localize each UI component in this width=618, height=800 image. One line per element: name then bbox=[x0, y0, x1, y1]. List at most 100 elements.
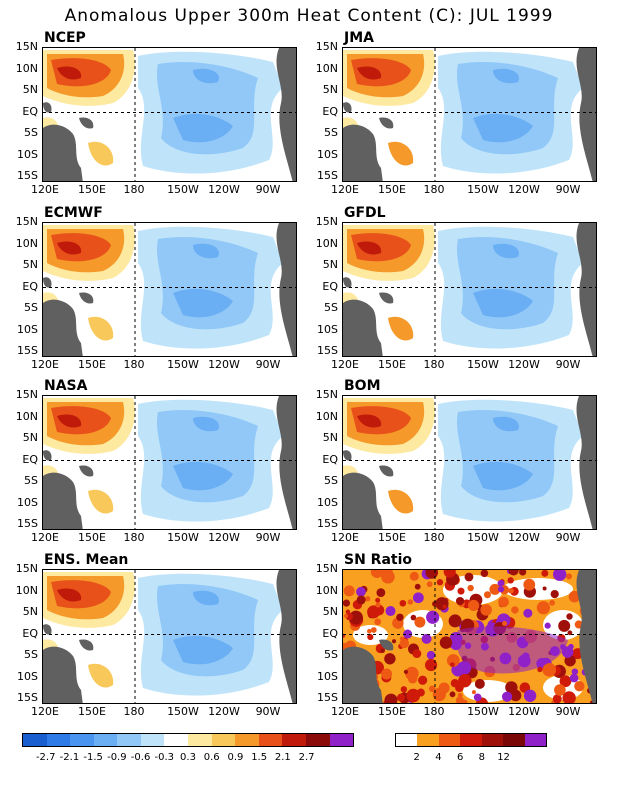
sn-ratio-speckle bbox=[502, 621, 508, 627]
sn-ratio-speckle bbox=[464, 572, 474, 582]
latitude-label: 10S bbox=[317, 495, 338, 509]
warm-anomaly-core bbox=[351, 406, 411, 435]
longitude-label: 150E bbox=[78, 183, 106, 196]
longitude-label: 150W bbox=[467, 705, 499, 718]
latitude-label: 5S bbox=[324, 648, 338, 661]
high-sn-core bbox=[456, 626, 568, 674]
panel-label: ECMWF bbox=[44, 205, 103, 221]
sn-ratio-speckle bbox=[558, 619, 571, 632]
sn-ratio-speckle bbox=[471, 690, 476, 695]
colorbar-swatch bbox=[188, 734, 212, 746]
island-landmass bbox=[343, 102, 352, 113]
longitude-label: 150W bbox=[467, 531, 499, 544]
longitude-label: 150E bbox=[378, 358, 406, 371]
cool-anomaly-core bbox=[193, 416, 219, 432]
warm-anomaly-spot bbox=[388, 316, 414, 341]
warm-anomaly-spot bbox=[388, 141, 414, 166]
sn-ratio-speckle bbox=[519, 570, 527, 576]
colorbar-tick-label: 1.5 bbox=[251, 752, 268, 763]
sn-ratio-speckle bbox=[480, 570, 489, 578]
sn-ratio-speckle bbox=[381, 668, 393, 680]
longitude-label: 90W bbox=[555, 705, 581, 718]
sn-ratio-speckle bbox=[375, 597, 381, 603]
sn-ratio-speckle bbox=[414, 583, 421, 590]
latitude-label: 5S bbox=[324, 126, 338, 139]
longitude-label: 180 bbox=[123, 705, 145, 718]
sn-ratio-speckle bbox=[403, 669, 409, 674]
latitude-label: EQ bbox=[322, 104, 338, 118]
sn-ratio-speckle bbox=[421, 633, 432, 644]
colorbar-swatch bbox=[93, 734, 118, 746]
map-panel: NCEP 15N 10N 5N EQ 5S 10S 15S 120E 150E 180 150W 120… bbox=[0, 30, 300, 196]
warm-anomaly-core bbox=[51, 233, 111, 262]
sn-ratio-speckle bbox=[455, 696, 464, 703]
cool-anomaly-core bbox=[493, 243, 519, 259]
sn-ratio-speckle bbox=[436, 579, 444, 586]
colorbar-tick-label: -0.6 bbox=[130, 752, 151, 763]
latitude-label: 15N bbox=[315, 215, 338, 228]
sn-ratio-speckle bbox=[549, 600, 555, 606]
colorbar-swatch bbox=[329, 734, 354, 746]
colorbar-tick-label: 4 bbox=[435, 752, 442, 763]
map-frame bbox=[342, 47, 597, 182]
latitude-label: 15N bbox=[15, 388, 38, 401]
colorbar-tick-label: -1.5 bbox=[83, 752, 103, 763]
sn-ratio-speckle bbox=[571, 668, 579, 675]
latitude-label: 10N bbox=[15, 409, 38, 423]
latitude-label: 10S bbox=[317, 147, 338, 161]
island-landmass bbox=[343, 277, 352, 288]
latitude-label: 15N bbox=[315, 388, 338, 401]
sn-ratio-speckle bbox=[537, 666, 543, 673]
warm-anomaly-core bbox=[57, 241, 82, 255]
map-frame bbox=[42, 47, 297, 182]
australia-landmass bbox=[343, 472, 383, 529]
latitude-label: 5S bbox=[24, 474, 38, 487]
map-panel: GFDL 15N 10N 5N EQ 5S 10S 15S 120E 150E 180 150W 120… bbox=[300, 205, 600, 371]
sn-ratio-speckle bbox=[523, 578, 536, 591]
sn-ratio-speckle bbox=[509, 689, 522, 702]
sn-ratio-speckle bbox=[567, 630, 573, 636]
sn-ratio-speckle bbox=[449, 662, 455, 668]
latitude-label: 10N bbox=[15, 236, 38, 250]
sn-ratio-speckle bbox=[497, 586, 505, 593]
sn-ratio-speckle bbox=[457, 692, 463, 698]
colorbar-tick-label: -0.9 bbox=[107, 752, 127, 763]
latitude-label: EQ bbox=[22, 279, 38, 293]
sn-ratio-speckle bbox=[409, 696, 416, 703]
warm-anomaly-spot bbox=[88, 663, 114, 688]
latitude-label: EQ bbox=[322, 279, 338, 293]
sn-ratio-speckle bbox=[374, 618, 382, 626]
sn-ratio-speckle bbox=[511, 606, 519, 614]
sn-ratio-speckle bbox=[541, 570, 549, 577]
sn-ratio-speckle bbox=[426, 581, 433, 588]
warm-anomaly-core bbox=[351, 58, 411, 87]
sn-ratio-speckle bbox=[507, 685, 514, 691]
sn-ratio-speckle bbox=[565, 573, 572, 580]
longitude-label: 150E bbox=[378, 531, 406, 544]
sn-ratio-speckle bbox=[343, 599, 351, 607]
sn-ratio-speckle bbox=[391, 639, 397, 644]
longitude-label: 120W bbox=[208, 705, 240, 718]
warm-anomaly-spot bbox=[388, 489, 414, 514]
sn-ratio-speckle bbox=[364, 595, 371, 602]
australia-landmass bbox=[43, 646, 83, 703]
sn-ratio-speckle bbox=[449, 691, 456, 698]
cool-anomaly-core bbox=[193, 243, 219, 259]
colorbar-tick-label: 0.6 bbox=[203, 752, 220, 763]
warm-anomaly-spot bbox=[88, 141, 114, 166]
sn-ratio-speckle bbox=[568, 590, 581, 603]
sn-ratio-speckle bbox=[483, 591, 491, 599]
americas-landmass bbox=[576, 223, 596, 356]
map-svg bbox=[43, 223, 296, 356]
sn-ratio-speckle bbox=[443, 570, 456, 578]
sn-ratio-speckle bbox=[438, 682, 450, 694]
colorbar-tick-label: 0.9 bbox=[227, 752, 244, 763]
colorbar-swatch bbox=[481, 734, 504, 746]
sn-ratio-speckle bbox=[561, 646, 574, 658]
latitude-label: EQ bbox=[22, 626, 38, 640]
warm-anomaly-core bbox=[57, 588, 82, 602]
longitude-label: 120E bbox=[331, 183, 359, 196]
sn-ratio-speckle bbox=[467, 584, 474, 592]
longitude-label: 90W bbox=[555, 358, 581, 371]
sn-ratio-speckle bbox=[569, 673, 579, 683]
